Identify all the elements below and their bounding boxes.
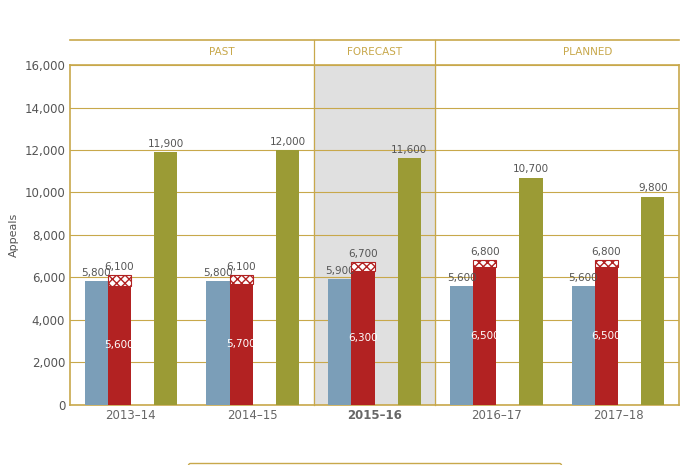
Text: 11,900: 11,900 (148, 139, 183, 149)
Text: 5,600: 5,600 (447, 272, 477, 283)
Text: 5,800: 5,800 (81, 268, 111, 279)
Text: PAST: PAST (209, 47, 235, 57)
Bar (398, 159, 421, 405)
Text: 6,100: 6,100 (226, 262, 256, 272)
Text: 5,600: 5,600 (104, 340, 134, 350)
Text: 6,500: 6,500 (470, 331, 500, 340)
Bar (276, 150, 299, 405)
Text: 6,700: 6,700 (348, 249, 378, 259)
Text: 5,700: 5,700 (226, 339, 256, 349)
Bar (473, 260, 496, 266)
Text: 6,100: 6,100 (104, 262, 134, 272)
Bar (595, 266, 618, 405)
Text: 12,000: 12,000 (270, 137, 305, 147)
Text: 9,800: 9,800 (638, 184, 668, 193)
Bar (450, 286, 473, 405)
Bar (206, 281, 230, 405)
Legend: Filed, Finalized, Stayed, Pending: Filed, Finalized, Stayed, Pending (188, 463, 561, 465)
Text: 6,500: 6,500 (592, 331, 622, 340)
Bar (328, 279, 351, 405)
Text: FORECAST: FORECAST (347, 47, 402, 57)
Bar (108, 275, 131, 286)
Text: PLANNED: PLANNED (563, 47, 612, 57)
Text: 5,800: 5,800 (203, 268, 233, 279)
Bar (230, 284, 253, 405)
Bar (154, 152, 177, 405)
Bar (641, 197, 664, 405)
Bar (314, 65, 435, 405)
Bar (595, 260, 618, 266)
Bar (351, 262, 374, 271)
Text: 6,800: 6,800 (470, 247, 500, 257)
Y-axis label: Appeals: Appeals (8, 213, 19, 257)
Text: 11,600: 11,600 (391, 145, 427, 155)
Text: 6,800: 6,800 (592, 247, 622, 257)
Bar (85, 281, 108, 405)
Bar (519, 178, 542, 405)
Text: 5,900: 5,900 (325, 266, 355, 276)
Bar (230, 275, 253, 284)
Text: 10,700: 10,700 (513, 164, 549, 174)
Bar (108, 286, 131, 405)
Text: 5,600: 5,600 (568, 272, 598, 283)
Bar (572, 286, 595, 405)
Bar (473, 266, 496, 405)
Text: 6,300: 6,300 (348, 333, 378, 343)
Bar (351, 271, 374, 405)
